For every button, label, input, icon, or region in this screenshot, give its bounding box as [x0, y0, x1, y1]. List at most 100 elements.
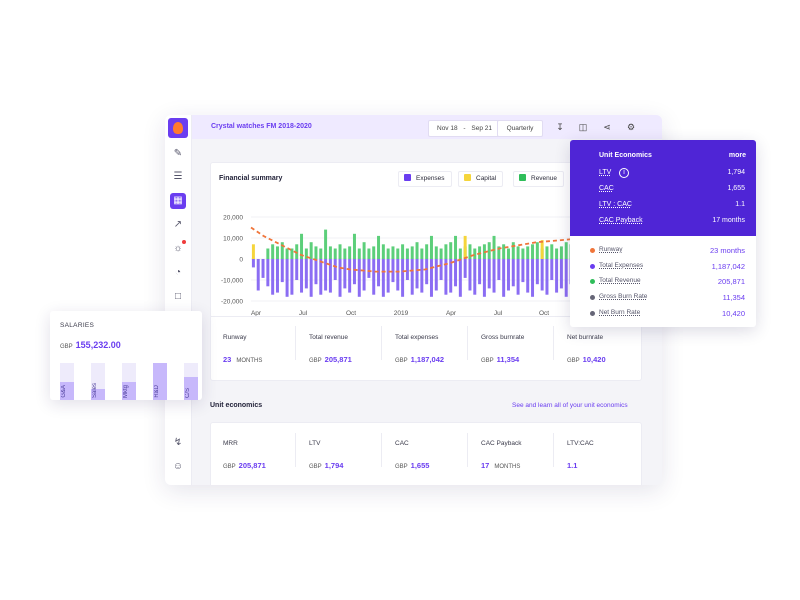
popup-row-net-burn-rate[interactable]: Net Burn Rate 10,420 [590, 309, 745, 319]
metric-currency: GBP [395, 464, 408, 470]
metric-number: 23 [223, 355, 232, 364]
popup-row-gross-burn-rate[interactable]: Gross Burn Rate 11,354 [590, 293, 745, 303]
expense-bar [290, 259, 294, 295]
popup-row-cac-payback[interactable]: CAC Payback 17 months [599, 217, 745, 227]
sidebar-item-integrations[interactable]: ↯ [170, 435, 186, 451]
date-separator: - [463, 125, 466, 132]
expense-bar [333, 259, 337, 280]
popup-row-total-revenue[interactable]: Total Revenue 205,871 [590, 277, 745, 287]
unit-economics-title: Unit economics [210, 402, 263, 409]
capital-bar [463, 235, 467, 259]
expense-bar [564, 259, 568, 297]
legend-label: Capital [476, 175, 497, 182]
sidebar-item-pin[interactable]: ✎ [170, 146, 186, 162]
revenue-bar [506, 248, 510, 259]
salary-column-label: C/S [185, 387, 191, 398]
expense-bar [405, 259, 409, 280]
more-link[interactable]: more [728, 152, 746, 159]
sidebar-item-comments[interactable]: □ [170, 289, 186, 305]
revenue-bar [545, 246, 549, 259]
popup-row-total-expenses[interactable]: Total Expenses 1,187,042 [590, 262, 745, 272]
expense-bar [535, 259, 539, 285]
salary-column[interactable]: Mktg [122, 363, 136, 400]
expense-bar [463, 259, 467, 278]
revenue-bar [468, 244, 472, 259]
revenue-bar [381, 244, 385, 259]
metric-number: 1,187,042 [410, 355, 445, 364]
expense-bar [482, 259, 486, 297]
metric-unit: MONTHS [236, 358, 263, 364]
metric-value: GBP 11,354 [481, 355, 519, 364]
model-title[interactable]: Crystal watches FM 2018-2020 [211, 123, 312, 130]
download-icon[interactable]: ↧ [556, 122, 564, 132]
expense-bar [338, 259, 342, 297]
revenue-bar [275, 246, 279, 259]
popup-row-ltv[interactable]: LTV i 1,794 [599, 168, 745, 179]
metric-value: GBP 10,420 [567, 355, 606, 364]
revenue-bar [550, 244, 554, 259]
expense-bar [372, 259, 376, 295]
sidebar-item-list[interactable]: ☰ [170, 169, 186, 185]
expense-bar [377, 259, 381, 287]
row-label: Gross Burn Rate [599, 293, 648, 300]
sidebar-item-dashboard[interactable]: ▦ [170, 193, 186, 209]
expense-bar [295, 259, 299, 280]
expense-bar [420, 259, 424, 293]
salary-column[interactable]: R&D [153, 363, 167, 400]
metric-currency: GBP [309, 464, 322, 470]
x-tick-label: 2019 [394, 310, 409, 317]
salary-column[interactable]: C/S [184, 363, 198, 400]
sidebar-item-trends[interactable]: ↗ [170, 217, 186, 233]
expense-bar [497, 259, 501, 280]
revenue-bar [410, 246, 414, 259]
period-select[interactable]: Quarterly [497, 120, 543, 137]
settings-icon[interactable]: ⚙ [626, 122, 636, 132]
bullet-icon [590, 248, 595, 253]
revenue-bar [559, 246, 563, 259]
sidebar-item-insights[interactable]: ☼ [170, 240, 186, 257]
salary-column-label: Sales [92, 382, 98, 398]
bullet-icon [590, 311, 595, 316]
revenue-bar [304, 248, 308, 259]
revenue-bar [386, 248, 390, 259]
row-label: CAC [599, 185, 614, 192]
expense-bar [454, 259, 458, 287]
revenue-bar [280, 242, 284, 259]
expense-bar [319, 259, 323, 295]
expense-bar [328, 259, 332, 293]
divider [295, 326, 296, 360]
salary-column[interactable]: Sales [91, 363, 105, 400]
expense-bar [526, 259, 530, 293]
share-icon[interactable]: ⋖ [603, 122, 611, 132]
row-label: CAC Payback [599, 217, 643, 224]
popup-row-ltv-cac[interactable]: LTV : CAC 1.1 [599, 201, 745, 211]
expense-bar [304, 259, 308, 289]
popup-row-cac[interactable]: CAC 1,655 [599, 185, 745, 195]
app-logo[interactable] [168, 118, 188, 138]
legend-swatch [404, 174, 411, 181]
unit-economics-link[interactable]: See and learn all of your unit economics [512, 402, 628, 409]
expense-bar [275, 259, 279, 293]
expense-bar [502, 259, 506, 297]
salaries-value: 155,232.00 [75, 340, 121, 350]
revenue-bar [357, 248, 361, 259]
expense-bar [425, 259, 429, 285]
row-value: 17 months [712, 217, 745, 224]
sidebar-item-profile[interactable]: ☺ [170, 459, 186, 475]
expense-bar [348, 259, 352, 293]
date-range-picker[interactable]: Nov 18 - Sep 21 [428, 120, 502, 137]
divider [467, 326, 468, 360]
popup-row-runway[interactable]: Runway 23 months [590, 246, 745, 256]
sidebar-item-reports[interactable]: ◔ [170, 265, 186, 281]
legend-expenses[interactable]: Expenses [398, 171, 452, 187]
revenue-bar [434, 246, 438, 259]
revenue-bar [333, 248, 337, 259]
info-icon[interactable]: i [619, 168, 629, 178]
revenue-bar [319, 248, 323, 259]
salary-column[interactable]: G&A [60, 363, 74, 400]
legend-capital[interactable]: Capital [458, 171, 504, 187]
present-icon[interactable]: ◫ [578, 122, 588, 132]
revenue-bar [511, 242, 515, 259]
legend-revenue[interactable]: Revenue [513, 171, 565, 187]
revenue-bar [343, 248, 347, 259]
